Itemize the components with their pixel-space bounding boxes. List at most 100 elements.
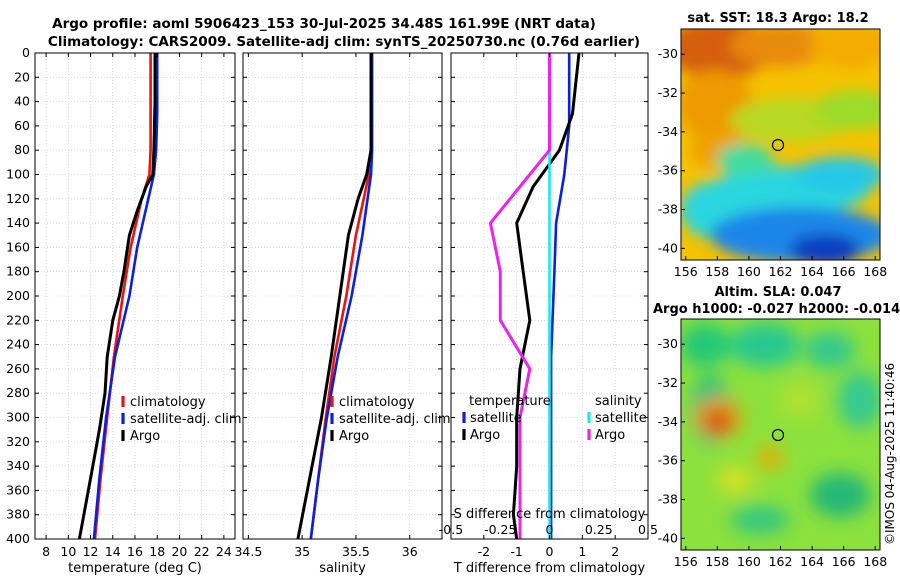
y-tick-label: 340: [6, 458, 30, 473]
y-tick-label: 160: [6, 239, 30, 254]
sla-map-axes: 156 158 160 162 164 166 168 -30 -32 -34 -36 -38 -40: [658, 336, 888, 569]
sst-map-title: sat. SST: 18.3 Argo: 18.2: [687, 11, 868, 26]
x-tick-label: 20: [171, 544, 187, 559]
legend-label: satellite-adj. clim: [130, 412, 242, 427]
map-y-tick-label: -30: [658, 46, 678, 61]
difference-panel: -2 -1 0 1 2 T difference from climatology S di…: [439, 52, 658, 576]
map-y-tick-label: -34: [658, 414, 678, 429]
map-y-tick-label: -38: [658, 492, 678, 507]
y-tick-label: 200: [6, 288, 30, 303]
x-tick-label: 16: [127, 544, 143, 559]
map-x-tick-label: 156: [674, 554, 698, 569]
map-x-tick-label: 166: [832, 264, 856, 279]
map-x-tick-label: 162: [769, 554, 793, 569]
sst-argo-location-marker: [771, 138, 785, 152]
x-tick-label: 14: [105, 544, 121, 559]
legend-title-temperature: temperature: [469, 394, 551, 409]
x-tick-label: 22: [194, 544, 210, 559]
map-y-tick-label: -36: [658, 453, 678, 468]
x-tick-label: 18: [149, 544, 165, 559]
x-tick-label: -1: [510, 544, 522, 559]
y-tick-label: 400: [6, 531, 30, 546]
x-tick-label: 2: [611, 544, 619, 559]
x-tick-label: -2: [478, 544, 490, 559]
sst-map-axes: 156 158 160 162 164 166 168 -30 -32 -34 -36 -38 -40: [658, 46, 888, 279]
x-tick-label: 35.5: [342, 544, 370, 559]
sla-map-subtitle: Argo h1000: -0.027 h2000: -0.014: [653, 302, 900, 317]
legend-label: satellite: [595, 411, 647, 426]
top-tick-label: 0.5: [638, 522, 658, 537]
legend-label: Argo: [470, 428, 500, 443]
sla-map-title: Altim. SLA: 0.047: [715, 285, 842, 300]
imos-credit: ©IMOS 04-Aug-2025 11:40:46: [883, 363, 897, 545]
y-tick-label: 180: [6, 264, 30, 279]
map-x-tick-label: 160: [737, 554, 761, 569]
legend-label: Argo: [339, 429, 369, 444]
map-y-tick-label: -40: [658, 530, 678, 545]
x-axis-label: temperature (deg C): [68, 561, 202, 576]
map-y-tick-label: -32: [658, 375, 678, 390]
map-y-tick-label: -30: [658, 336, 678, 351]
series-line-argo: [77, 53, 157, 540]
map-y-tick-label: -36: [658, 163, 678, 178]
top-axis-label: S difference from climatology: [454, 507, 646, 522]
x-tick-label: 12: [83, 544, 99, 559]
map-x-tick-label: 158: [705, 554, 729, 569]
x-tick-label: 24: [216, 544, 232, 559]
x-tick-label: 1: [578, 544, 586, 559]
sla-argo-location-marker: [771, 428, 785, 442]
y-tick-label: 300: [6, 410, 30, 425]
series-line-argo: [296, 53, 373, 540]
map-x-tick-label: 164: [800, 264, 824, 279]
legend-title-salinity: salinity: [595, 394, 642, 409]
legend-label: climatology: [130, 395, 206, 410]
y-tick-label: 40: [14, 94, 30, 109]
top-tick-label: -0.5: [439, 522, 463, 537]
y-tick-label: 100: [6, 167, 30, 182]
y-tick-label: 20: [14, 69, 30, 84]
sla-map: [681, 319, 880, 550]
x-axis-label: salinity: [319, 561, 366, 576]
x-tick-label: 35: [294, 544, 310, 559]
map-x-tick-label: 164: [800, 554, 824, 569]
x-axis-label: T difference from climatology: [453, 561, 646, 576]
y-tick-label: 220: [6, 312, 30, 327]
x-tick-label: 8: [42, 544, 50, 559]
y-tick-label: 380: [6, 507, 30, 522]
map-x-tick-label: 162: [769, 264, 793, 279]
map-x-tick-label: 158: [705, 264, 729, 279]
series-line-satellite-adj-clim: [309, 53, 374, 540]
y-tick-label: 80: [14, 142, 30, 157]
map-x-tick-label: 156: [674, 264, 698, 279]
series-line-satellite-adj-clim: [92, 53, 159, 540]
y-tick-label: 60: [14, 118, 30, 133]
map-y-tick-label: -32: [658, 85, 678, 100]
map-y-tick-label: -34: [658, 124, 678, 139]
sst-map: [681, 29, 880, 260]
legend-label: climatology: [339, 395, 415, 410]
map-x-tick-label: 168: [863, 264, 887, 279]
series-line-temperature-argo: [511, 52, 581, 540]
y-tick-label: 320: [6, 434, 30, 449]
temperature-panel: 0 20 40 60 80 100 120 140 160 180 200 220 240 260 280 3…: [6, 45, 241, 576]
legend-label: Argo: [595, 428, 625, 443]
top-tick-label: 0: [546, 522, 554, 537]
figure-title-line2: Climatology: CARS2009. Satellite-adj cli…: [48, 34, 640, 50]
figure-title-line1: Argo profile: aoml 5906423_153 30-Jul-20…: [52, 16, 596, 32]
legend-label: satellite-adj. clim: [339, 412, 451, 427]
map-y-tick-label: -38: [658, 202, 678, 217]
y-tick-label: 240: [6, 337, 30, 352]
y-tick-label: 260: [6, 361, 30, 376]
map-x-tick-label: 168: [863, 554, 887, 569]
y-tick-label: 120: [6, 191, 30, 206]
y-tick-label: 140: [6, 215, 30, 230]
x-tick-label: 0: [546, 544, 554, 559]
series-line-temperature-satellite: [549, 53, 571, 539]
map-y-tick-label: -40: [658, 240, 678, 255]
legend-label: satellite: [470, 411, 522, 426]
salinity-panel: 34.5 35 35.5 36 salinity climatology satellite…: [234, 52, 451, 576]
top-tick-label: 0.25: [585, 522, 613, 537]
y-tick-label: 0: [22, 45, 30, 60]
y-tick-label: 280: [6, 385, 30, 400]
